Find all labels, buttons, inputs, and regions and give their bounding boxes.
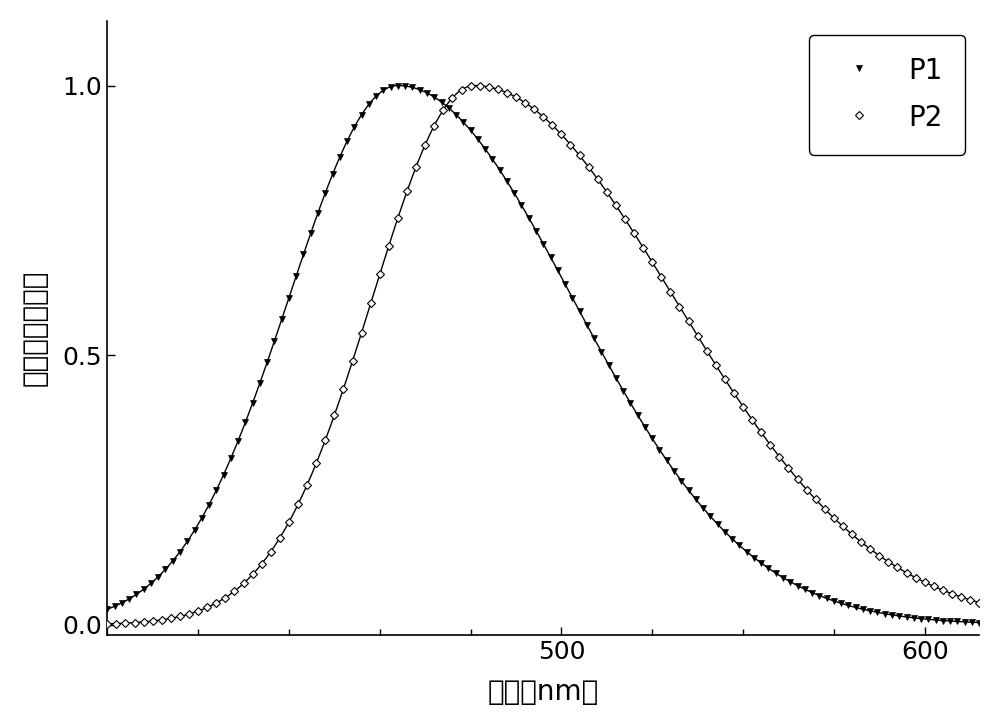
P2 bbox=[610, 201, 622, 209]
P2 bbox=[782, 464, 794, 473]
P1 bbox=[189, 526, 201, 534]
P2 bbox=[973, 598, 985, 607]
P1 bbox=[653, 445, 665, 454]
P1 bbox=[101, 605, 113, 614]
P1 bbox=[479, 145, 491, 153]
Line: P1: P1 bbox=[104, 82, 982, 626]
Y-axis label: 归一化发射强度: 归一化发射强度 bbox=[21, 270, 49, 386]
P2 bbox=[546, 121, 558, 129]
P1 bbox=[973, 618, 985, 627]
P2 bbox=[165, 614, 177, 623]
P2 bbox=[129, 618, 141, 627]
Line: P2: P2 bbox=[104, 83, 982, 627]
P2 bbox=[474, 81, 486, 90]
P1 bbox=[697, 504, 709, 513]
X-axis label: 波长（nm）: 波长（nm） bbox=[488, 678, 599, 706]
P1 bbox=[392, 81, 404, 90]
P1 bbox=[305, 229, 317, 238]
Legend: P1, P2: P1, P2 bbox=[809, 35, 965, 155]
P2 bbox=[328, 411, 340, 419]
P2 bbox=[101, 619, 113, 628]
P1 bbox=[922, 615, 934, 624]
